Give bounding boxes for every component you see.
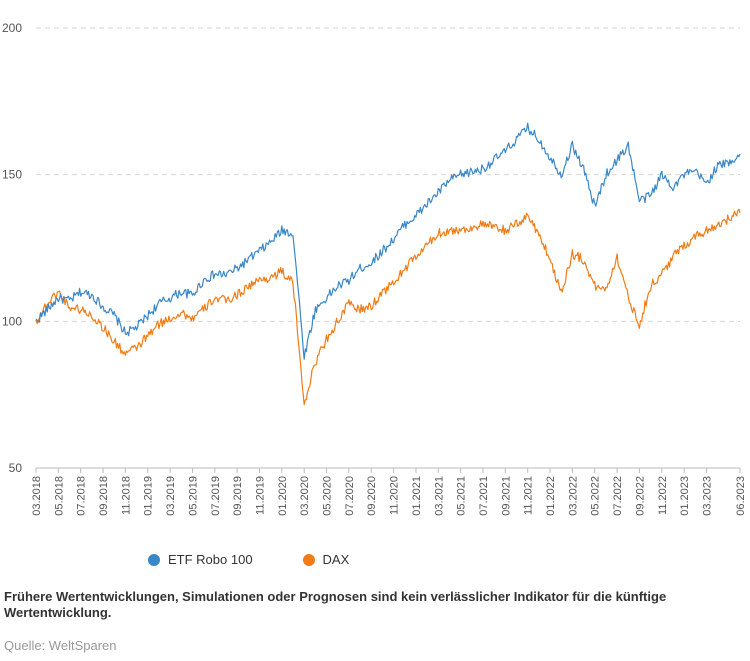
legend-marker-etf-robo-100 [148,553,160,566]
x-tick-label: 05.2022 [590,476,602,516]
x-tick-label: 11.2020 [389,476,401,515]
x-tick-label: 03.2021 [433,476,445,516]
x-tick-label: 07.2018 [76,476,88,516]
x-tick-label: 09.2018 [98,476,110,516]
x-tick-label: 07.2019 [210,476,222,516]
x-tick-label: 05.2020 [322,476,334,516]
x-tick-label: 11.2022 [657,476,669,515]
x-tick-label: 11.2021 [523,476,535,515]
legend-marker-dax [302,553,315,566]
x-tick-label: 01.2022 [545,476,557,516]
x-tick-label: 03.2022 [567,476,579,516]
x-axis: 03.2018 05.2018 07.2018 09.2018 11.2018 01.20… [31,467,747,516]
x-tick-label: 03.2023 [701,476,713,516]
x-tick-label: 01.2019 [143,476,155,516]
x-tick-label: 06.2023 [735,476,747,516]
legend-label-dax: DAX [322,552,350,567]
x-tick-label: 05.2019 [187,476,199,516]
y-tick-label-150: 150 [2,168,22,182]
x-tick-label: 07.2021 [478,476,490,516]
x-tick-label: 09.2020 [366,476,378,516]
x-tick-label: 01.2020 [277,476,289,516]
series-line-etf-robo-100 [35,122,741,360]
legend-label-etf-robo-100: ETF Robo 100 [168,552,253,567]
x-tick-label: 11.2018 [120,476,132,515]
y-tick-label-200: 200 [2,21,22,35]
x-tick-label: 03.2019 [165,476,177,516]
x-tick-label: 05.2021 [456,476,468,516]
x-tick-label: 09.2022 [634,476,646,516]
x-tick-label: 01.2023 [679,476,691,516]
grid-layer [36,27,740,322]
y-tick-label-100: 100 [2,314,22,328]
x-tick-label: 03.2018 [31,476,43,516]
x-tick-label: 09.2019 [232,476,244,516]
x-tick-label: 03.2020 [299,476,311,516]
x-tick-label: 05.2018 [53,476,65,516]
x-tick-label: 01.2021 [411,476,423,516]
legend-item-etf-robo-100[interactable]: ETF Robo 100 [148,552,253,567]
legend-item-dax[interactable]: DAX [302,552,350,567]
x-tick-label: 11.2019 [254,476,266,515]
series-layer [35,122,741,406]
series-line-dax [35,208,741,406]
line-chart: 50 100 150 200 03.2018 05.2018 07.2018 09.2018… [2,21,747,516]
y-axis: 50 100 150 200 [2,21,22,475]
disclaimer-text: Frühere Wertentwicklungen, Simulationen … [4,589,667,620]
x-tick-label: 09.2021 [500,476,512,516]
source-text: Quelle: WeltSparen [4,638,117,653]
legend: ETF Robo 100 DAX [148,552,349,567]
x-tick-label: 07.2022 [612,476,624,516]
x-tick-label: 07.2020 [344,476,356,516]
y-tick-label-50: 50 [9,461,23,475]
